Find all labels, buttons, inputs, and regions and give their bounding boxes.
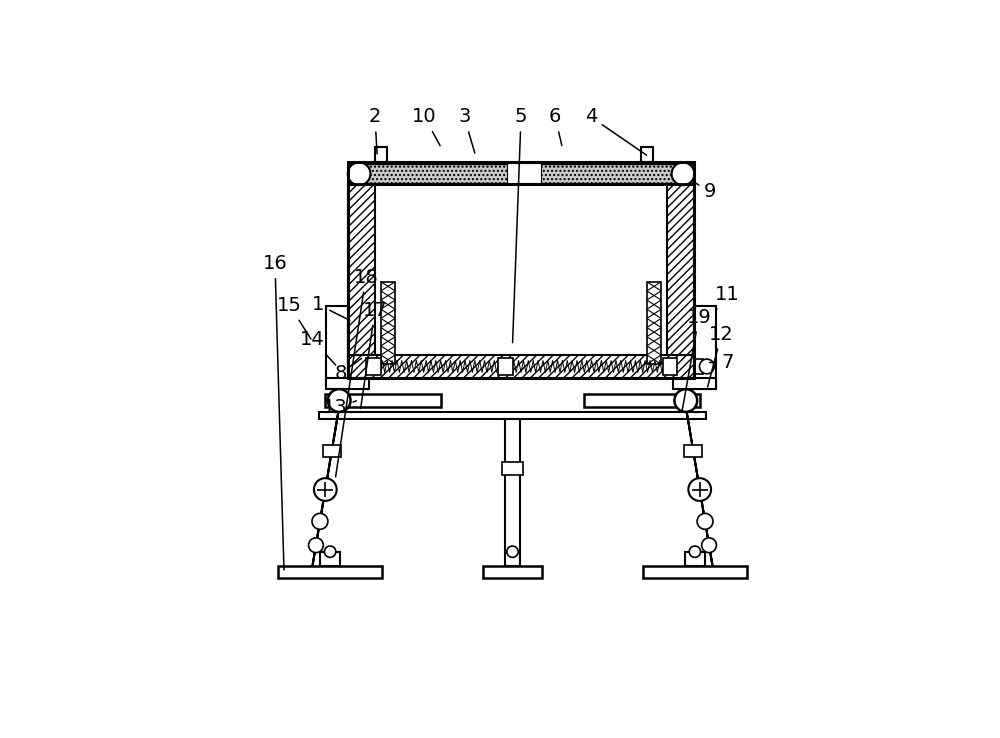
Text: 1: 1 [312,295,350,320]
Bar [647,282,661,364]
Circle shape [312,514,328,529]
Bar [663,358,677,375]
Bar [641,147,653,162]
Bar [325,394,441,407]
Bar [483,566,542,579]
Bar [684,444,702,457]
Circle shape [699,359,714,374]
Bar [348,354,694,379]
Circle shape [324,546,336,557]
Text: 11: 11 [715,285,740,310]
Bar [278,566,382,579]
Text: 14: 14 [300,330,336,365]
Text: 4: 4 [585,108,647,155]
Text: 2: 2 [369,108,381,154]
Bar [694,306,716,389]
Text: 5: 5 [513,108,527,342]
Text: 17: 17 [361,300,387,409]
Text: 9: 9 [692,181,716,201]
Circle shape [697,514,713,529]
Bar [326,306,348,389]
Text: 6: 6 [549,108,562,145]
Bar [348,162,694,184]
Bar [348,162,694,184]
Text: 8: 8 [335,359,361,383]
Text: 19: 19 [682,308,711,410]
Bar [366,358,381,375]
Bar [694,359,703,374]
Circle shape [674,389,697,412]
Bar [348,184,375,379]
Circle shape [688,478,711,501]
Circle shape [689,546,701,557]
Bar [326,379,369,389]
Circle shape [507,546,518,557]
Circle shape [328,389,351,412]
Bar [498,358,513,375]
Bar [502,463,523,475]
Bar [505,552,520,566]
Bar [505,419,520,552]
Text: 18: 18 [336,268,378,477]
Bar [323,444,341,457]
Text: 3: 3 [458,108,475,153]
Polygon shape [311,399,341,574]
Text: 16: 16 [263,254,287,570]
Text: 13: 13 [323,399,356,418]
Polygon shape [684,399,714,574]
Bar [348,162,694,379]
Bar [667,184,694,379]
Circle shape [314,478,337,501]
Circle shape [348,162,370,185]
Text: 15: 15 [277,296,311,339]
Circle shape [672,162,694,185]
Bar [320,552,340,566]
Bar [349,164,693,183]
Text: 12: 12 [708,325,734,387]
Bar [381,282,395,364]
Bar [643,566,747,579]
Bar [319,413,706,419]
Bar [584,394,700,407]
Bar [673,379,716,389]
Text: 10: 10 [412,108,440,146]
Text: 7: 7 [710,353,733,372]
Bar [507,163,541,184]
Bar [375,147,387,162]
Circle shape [309,538,323,553]
Circle shape [702,538,716,553]
Bar [685,552,705,566]
